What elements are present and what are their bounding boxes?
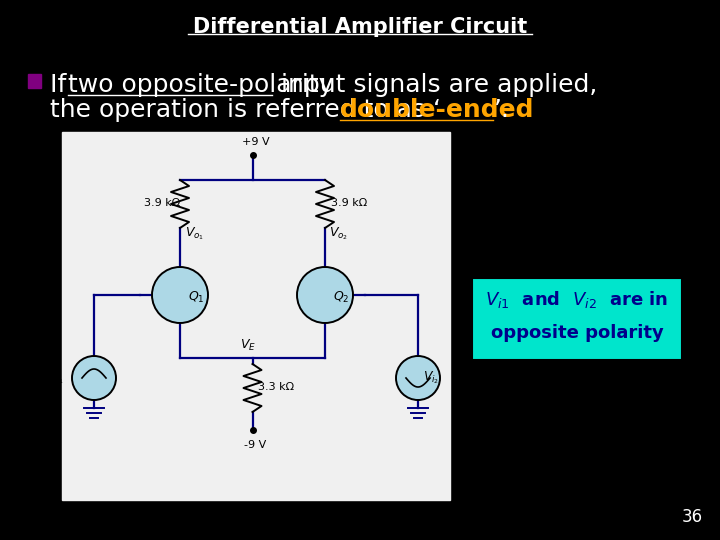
Text: ’.: ’. <box>494 98 510 122</box>
Text: Differential Amplifier Circuit: Differential Amplifier Circuit <box>193 17 527 37</box>
Circle shape <box>72 356 116 400</box>
Text: $V_{i_2}$: $V_{i_2}$ <box>423 370 439 386</box>
Text: opposite polarity: opposite polarity <box>490 324 663 342</box>
Text: -9 V: -9 V <box>244 440 266 450</box>
Circle shape <box>396 356 440 400</box>
Text: $Q_2$: $Q_2$ <box>333 290 349 305</box>
Text: $V_{o_2}$: $V_{o_2}$ <box>329 225 348 241</box>
Circle shape <box>152 267 208 323</box>
Text: $V_{o_1}$: $V_{o_1}$ <box>185 225 204 241</box>
Text: $V_{i_1}$: $V_{i_1}$ <box>48 370 64 386</box>
Bar <box>28 74 41 88</box>
Text: 36: 36 <box>682 508 703 526</box>
Text: 3.9 kΩ: 3.9 kΩ <box>144 198 180 208</box>
Text: input signals are applied,: input signals are applied, <box>273 73 598 97</box>
Text: two opposite-polarity: two opposite-polarity <box>68 73 333 97</box>
Text: $V_E$: $V_E$ <box>240 338 256 353</box>
Text: 3.3 kΩ: 3.3 kΩ <box>258 382 294 392</box>
Text: $V_{i1}$  and  $V_{i2}$  are in: $V_{i1}$ and $V_{i2}$ are in <box>485 289 669 310</box>
Text: double-ended: double-ended <box>340 98 534 122</box>
Text: 3.9 kΩ: 3.9 kΩ <box>331 198 367 208</box>
Text: $Q_1$: $Q_1$ <box>188 290 204 305</box>
Circle shape <box>297 267 353 323</box>
Text: +9 V: +9 V <box>242 137 269 147</box>
FancyBboxPatch shape <box>472 278 682 360</box>
Text: If: If <box>50 73 74 97</box>
Text: the operation is referred to as ‘: the operation is referred to as ‘ <box>50 98 441 122</box>
Bar <box>62 132 450 500</box>
